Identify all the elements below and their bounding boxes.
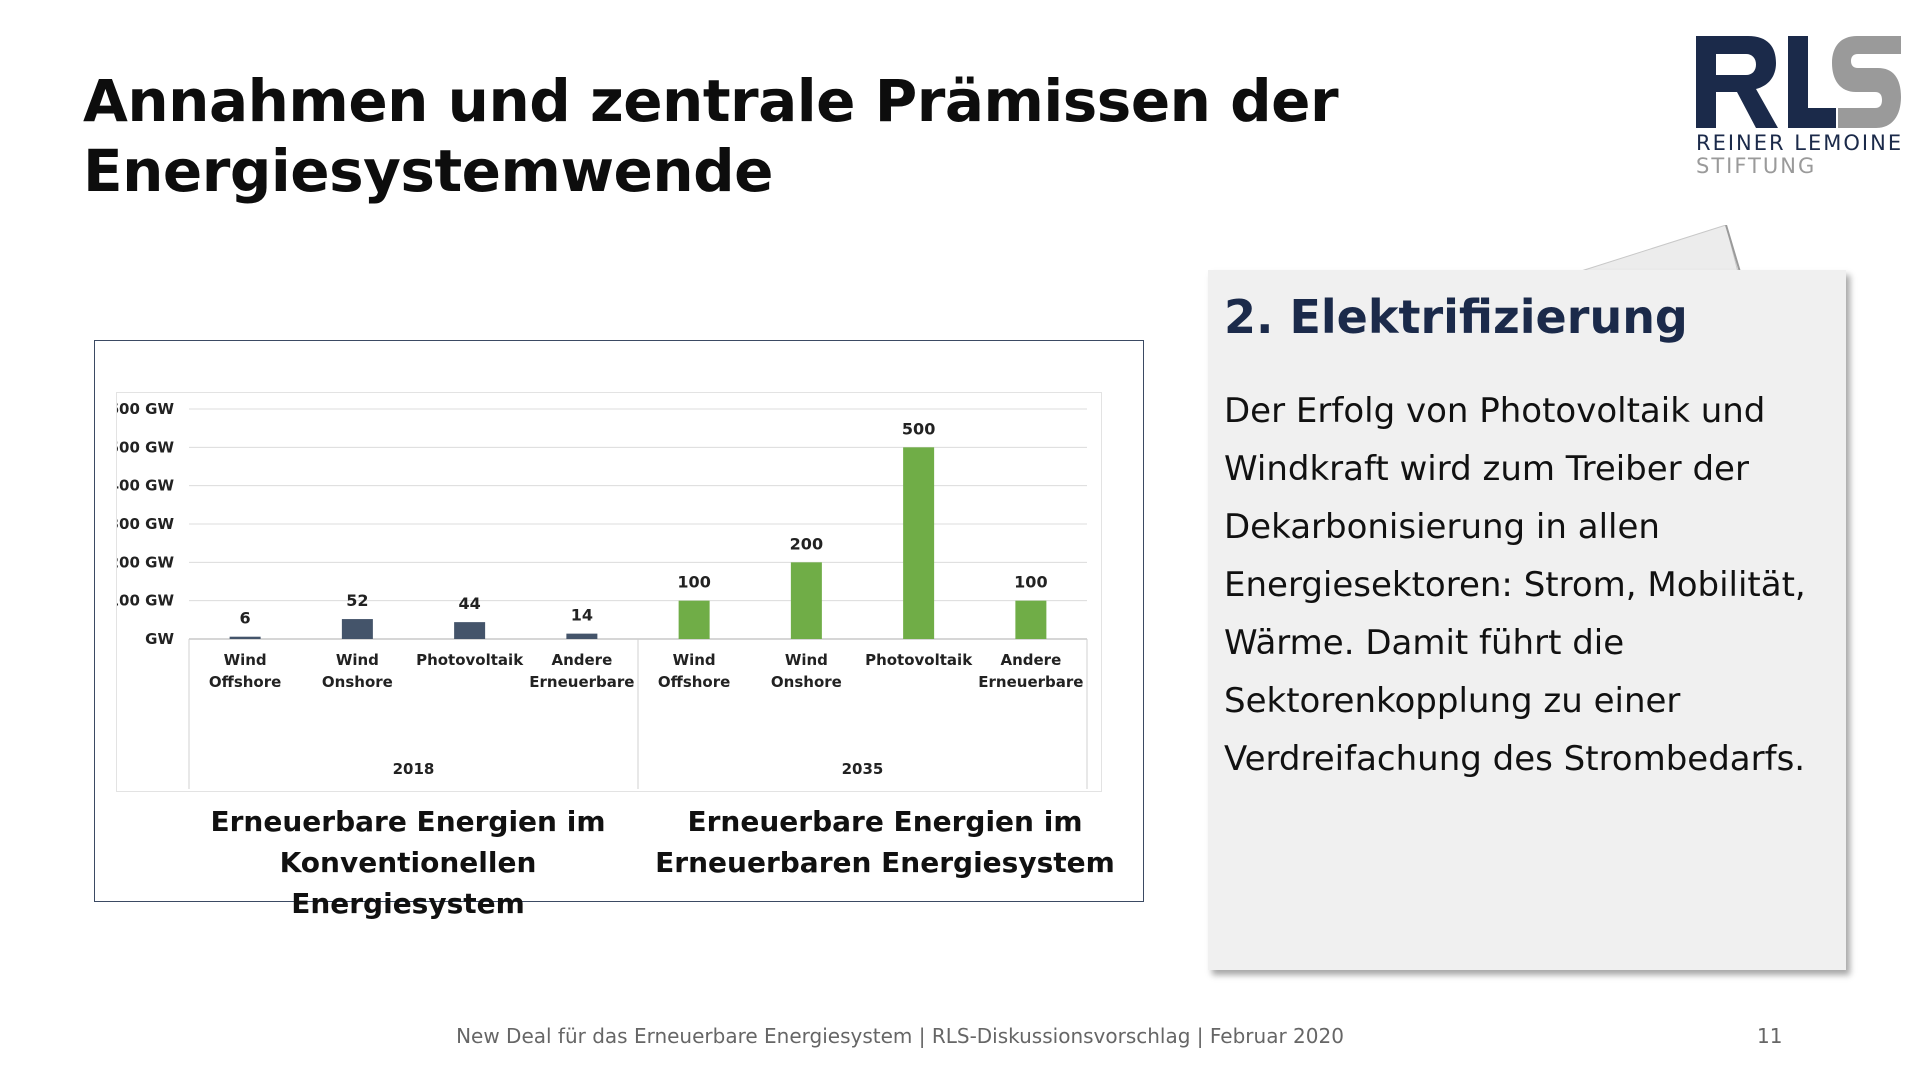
category-label: Wind bbox=[673, 651, 716, 669]
category-label: Photovoltaik bbox=[865, 651, 973, 669]
caption-2018-line-2: Konventionellen Energiesystem bbox=[279, 846, 537, 920]
category-label: Onshore bbox=[771, 673, 842, 691]
data-label: 200 bbox=[790, 534, 823, 553]
rls-logo-mark bbox=[1696, 36, 1901, 128]
page-number: 11 bbox=[1757, 1024, 1783, 1048]
group-label: 2035 bbox=[842, 760, 884, 778]
bar bbox=[566, 633, 598, 639]
data-label: 14 bbox=[571, 606, 593, 625]
data-label: 52 bbox=[346, 591, 368, 610]
y-tick-label: GW bbox=[145, 630, 174, 648]
slide-footer: New Deal für das Erneuerbare Energiesyst… bbox=[456, 1024, 1344, 1048]
chart-area: GW 100 GW 200 GW 300 GW 400 GW 500 GW 600 GW 6 W… bbox=[109, 392, 1102, 792]
category-label: Andere bbox=[1000, 651, 1061, 669]
data-label: 500 bbox=[902, 419, 935, 438]
y-tick-label: 500 GW bbox=[117, 438, 174, 456]
bar bbox=[229, 636, 261, 639]
y-tick-label: 200 GW bbox=[117, 553, 174, 571]
caption-2035-line-2: Erneuerbaren Energiesystem bbox=[655, 846, 1115, 879]
note-body bbox=[1208, 270, 1846, 970]
y-tick-label: 100 GW bbox=[117, 592, 174, 610]
group-label: 2018 bbox=[393, 760, 435, 778]
note-heading: 2. Elektrifizierung bbox=[1224, 290, 1688, 344]
category-label: Photovoltaik bbox=[416, 651, 524, 669]
bar bbox=[790, 562, 822, 639]
bar bbox=[1015, 600, 1047, 639]
rls-logo: REINER LEMOINE STIFTUNG bbox=[1696, 36, 1901, 178]
logo-line-2: STIFTUNG bbox=[1696, 154, 1817, 178]
category-label: Onshore bbox=[322, 673, 393, 691]
category-label: Erneuerbare bbox=[978, 673, 1083, 691]
chart-caption-2035: Erneuerbare Energien im Erneuerbaren Ene… bbox=[635, 801, 1135, 883]
chart-caption-2018: Erneuerbare Energien im Konventionellen … bbox=[158, 801, 658, 924]
bar bbox=[454, 622, 486, 639]
caption-2035-line-1: Erneuerbare Energien im bbox=[687, 805, 1083, 838]
chart-frame: GW 100 GW 200 GW 300 GW 400 GW 500 GW 600 GW 6 W… bbox=[94, 340, 1144, 920]
y-tick-label: 300 GW bbox=[117, 515, 174, 533]
data-label: 44 bbox=[458, 594, 480, 613]
category-label: Wind bbox=[224, 651, 267, 669]
note-text: Der Erfolg von Photovoltaik und Windkraf… bbox=[1224, 391, 1806, 779]
data-label: 100 bbox=[1014, 573, 1047, 592]
bar bbox=[678, 600, 710, 639]
category-label: Andere bbox=[551, 651, 612, 669]
bar bbox=[903, 447, 935, 639]
y-tick-label: 400 GW bbox=[117, 477, 174, 495]
y-tick-label: 600 GW bbox=[117, 400, 174, 418]
logo-line-1: REINER LEMOINE bbox=[1696, 131, 1904, 155]
elektrifizierung-note: 2. Elektrifizierung Der Erfolg von Photo… bbox=[1208, 225, 1846, 970]
caption-2018-line-1: Erneuerbare Energien im bbox=[210, 805, 606, 838]
bar bbox=[341, 619, 373, 639]
category-label: Erneuerbare bbox=[529, 673, 634, 691]
bar-chart: GW 100 GW 200 GW 300 GW 400 GW 500 GW 600 GW 6 W… bbox=[109, 400, 1088, 789]
data-label: 100 bbox=[677, 573, 710, 592]
category-label: Offshore bbox=[658, 673, 730, 691]
data-label: 6 bbox=[240, 609, 251, 628]
slide-title: Annahmen und zentrale Prämissen der Ener… bbox=[83, 67, 1339, 205]
category-label: Wind bbox=[785, 651, 828, 669]
note-flap bbox=[1577, 225, 1741, 273]
category-label: Offshore bbox=[209, 673, 281, 691]
category-label: Wind bbox=[336, 651, 379, 669]
